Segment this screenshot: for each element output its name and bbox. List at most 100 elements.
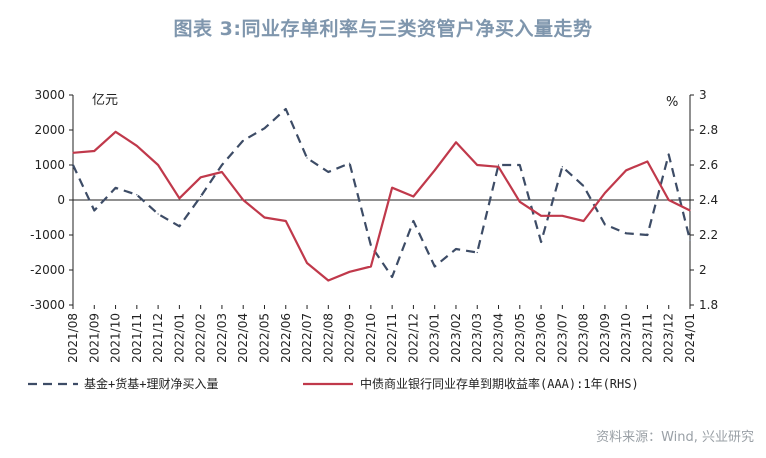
series-0-point-27 <box>646 234 649 236</box>
series-1-point-16 <box>412 195 415 198</box>
series-0-point-16 <box>412 220 415 222</box>
series-0-point-6 <box>200 195 202 198</box>
series-0-point-24 <box>583 185 585 187</box>
series-0-point-12 <box>327 171 329 173</box>
series-1-point-6 <box>200 176 202 178</box>
x-tick-label-10: 2022/06 <box>279 313 293 363</box>
right-tick-label-4: 2.2 <box>699 228 718 242</box>
x-tick-label-27: 2023/11 <box>640 313 654 363</box>
x-tick-label-25: 2023/09 <box>598 313 612 363</box>
x-tick-label-13: 2022/09 <box>343 313 357 363</box>
series-0-point-19 <box>476 251 478 254</box>
x-tick-label-23: 2023/07 <box>555 313 569 363</box>
left-tick-label-1: 2000 <box>34 123 65 137</box>
right-tick-label-0: 3 <box>699 88 707 102</box>
series-0-point-9 <box>263 127 266 129</box>
series-1-point-25 <box>604 192 606 194</box>
series-1-point-2 <box>114 131 117 133</box>
chart-title: 图表 3:同业存单利率与三类资管户净买入量走势 <box>173 18 593 40</box>
source-note: 资料来源：Wind, 兴业研究 <box>596 430 754 445</box>
series-0-point-22 <box>540 241 542 243</box>
series-1-point-3 <box>136 145 138 147</box>
x-tick-label-16: 2022/12 <box>406 313 420 363</box>
series-1-point-12 <box>327 279 329 282</box>
series-0-point-20 <box>497 164 500 166</box>
series-0-point-2 <box>114 187 117 189</box>
x-tick-label-14: 2022/10 <box>364 313 378 363</box>
series-0-point-25 <box>604 223 606 226</box>
series-1-point-11 <box>306 262 308 264</box>
series-0-point-4 <box>157 213 159 215</box>
left-tick-label-0: 3000 <box>34 88 65 102</box>
series-1-point-28 <box>668 199 670 201</box>
series-1-point-5 <box>178 197 180 199</box>
series-0-point-15 <box>391 276 393 278</box>
x-tick-label-1: 2021/09 <box>87 313 101 363</box>
x-tick-label-7: 2022/03 <box>215 313 229 363</box>
series-0-point-29 <box>689 239 691 241</box>
left-axis-unit: 亿元 <box>92 93 118 108</box>
series-0-point-3 <box>136 194 138 196</box>
x-tick-label-2: 2021/10 <box>109 313 123 363</box>
series-1-point-8 <box>242 199 244 201</box>
x-tick-label-8: 2022/04 <box>236 313 250 363</box>
series-1-point-19 <box>476 164 478 166</box>
x-tick-label-26: 2023/10 <box>619 313 633 363</box>
series-0-point-1 <box>93 209 95 212</box>
x-tick-label-15: 2022/11 <box>385 313 399 363</box>
x-tick-label-24: 2023/08 <box>577 313 591 363</box>
series-0-point-26 <box>625 232 627 234</box>
x-tick-label-12: 2022/08 <box>321 313 335 363</box>
series-1-point-27 <box>646 160 649 163</box>
right-axis-unit: % <box>666 95 678 110</box>
series-1-point-21 <box>519 201 521 203</box>
series-0-point-17 <box>434 265 436 268</box>
right-tick-label-3: 2.4 <box>699 193 718 207</box>
series-line-0 <box>72 107 692 279</box>
x-tick-label-6: 2022/02 <box>194 313 208 363</box>
right-tick-label-6: 1.8 <box>699 298 718 312</box>
series-1-point-20 <box>497 166 500 168</box>
series-1-point-17 <box>434 169 436 171</box>
series-0-point-0 <box>72 164 74 166</box>
series-0-point-21 <box>519 164 521 166</box>
series-1-point-15 <box>391 187 393 189</box>
series-1-point-9 <box>263 216 266 219</box>
left-tick-label-3: 0 <box>57 193 65 207</box>
x-tick-label-5: 2022/01 <box>172 313 186 363</box>
left-tick-label-5: -2000 <box>30 263 65 277</box>
series-0-point-7 <box>221 164 223 166</box>
series-0-point-14 <box>370 244 372 247</box>
series-line-1 <box>72 130 691 282</box>
x-tick-label-11: 2022/07 <box>300 313 314 363</box>
right-tick-label-1: 2.8 <box>699 123 718 137</box>
legend-label-0: 基金+货基+理财净买入量 <box>84 376 218 391</box>
series-0-point-23 <box>561 166 563 168</box>
x-tick-label-18: 2023/02 <box>449 313 463 363</box>
right-tick-label-2: 2.6 <box>699 158 718 172</box>
series-0-point-28 <box>668 153 670 156</box>
series-1-point-29 <box>689 209 691 212</box>
x-tick-label-22: 2023/06 <box>534 313 548 363</box>
series-1-point-10 <box>285 220 287 222</box>
series-1-point-24 <box>583 220 585 222</box>
series-0-point-8 <box>242 139 244 142</box>
x-tick-label-28: 2023/12 <box>662 313 676 363</box>
series-1-point-14 <box>370 265 372 268</box>
series-1-point-0 <box>72 152 74 154</box>
left-tick-label-4: -1000 <box>30 228 65 242</box>
series-1-point-1 <box>93 150 95 152</box>
series-1-point-26 <box>625 169 627 171</box>
x-tick-label-0: 2021/08 <box>66 313 80 363</box>
series-0-point-11 <box>306 157 308 159</box>
x-tick-label-21: 2023/05 <box>513 313 527 363</box>
x-tick-label-29: 2024/01 <box>683 313 697 363</box>
series-0-point-13 <box>348 162 351 164</box>
series-1-point-7 <box>221 171 223 173</box>
left-tick-label-6: -3000 <box>30 298 65 312</box>
x-tick-label-19: 2023/03 <box>470 313 484 363</box>
x-tick-label-4: 2021/12 <box>151 313 165 363</box>
right-tick-label-5: 2 <box>699 263 707 277</box>
series-0-point-5 <box>178 225 180 227</box>
